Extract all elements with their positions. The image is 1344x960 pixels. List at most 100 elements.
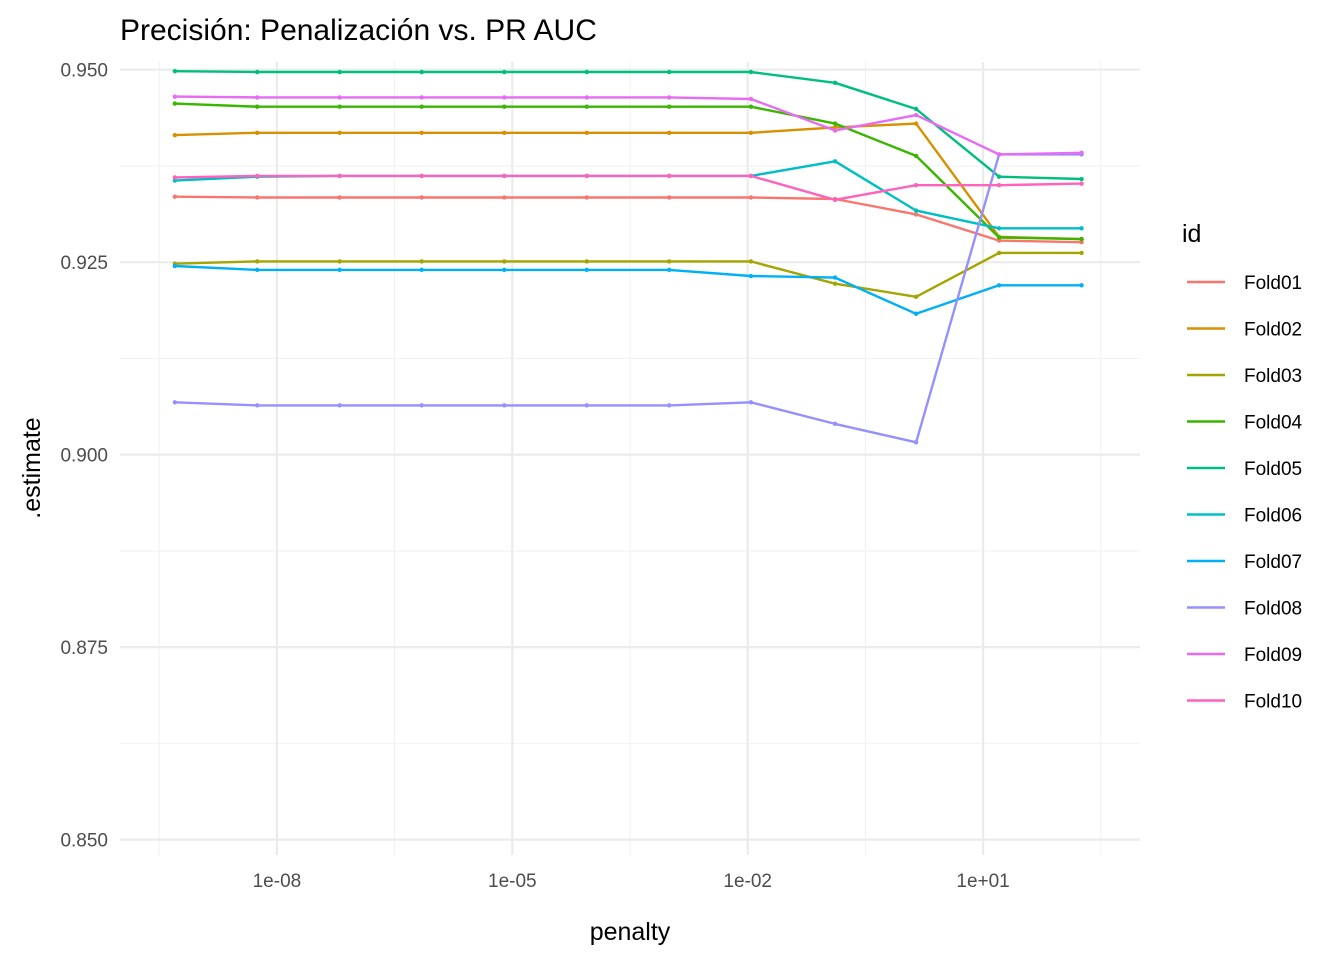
data-point: [254, 104, 260, 109]
data-point: [1079, 236, 1084, 242]
data-point: [502, 130, 507, 136]
y-tick-label: 0.950: [60, 61, 108, 82]
data-point: [832, 159, 838, 164]
data-point: [254, 267, 260, 273]
data-point: [254, 403, 260, 408]
data-point: [913, 212, 919, 217]
data-point: [584, 173, 589, 179]
data-point: [584, 403, 589, 408]
data-point: [172, 400, 178, 405]
data-point: [996, 250, 1002, 256]
data-point: [502, 259, 507, 264]
legend-label: Fold09: [1244, 645, 1302, 666]
data-point: [502, 69, 507, 75]
series-line-fold09: [174, 95, 1082, 156]
data-point: [337, 173, 342, 179]
y-axis-title: .estimate: [18, 417, 46, 518]
data-point: [419, 104, 424, 109]
data-point: [502, 95, 507, 100]
data-point: [996, 226, 1002, 231]
data-point: [337, 69, 342, 75]
series-line-fold05: [174, 70, 1082, 181]
data-point: [832, 80, 838, 85]
legend-label: Fold03: [1244, 366, 1302, 387]
data-point: [419, 130, 424, 136]
data-point: [748, 259, 754, 264]
data-point: [748, 130, 754, 136]
data-point: [502, 195, 507, 200]
y-tick-label: 0.875: [60, 638, 108, 659]
data-point: [254, 259, 260, 264]
data-point: [172, 178, 178, 183]
data-point: [748, 195, 754, 200]
legend-label: Fold10: [1244, 692, 1302, 713]
data-point: [667, 267, 672, 273]
chart-title: Precisión: Penalización vs. PR AUC: [120, 14, 597, 47]
data-point: [913, 440, 919, 445]
data-point: [667, 403, 672, 408]
series-layer: [172, 69, 1084, 445]
data-point: [1079, 181, 1084, 186]
data-point: [748, 400, 754, 405]
data-point: [667, 195, 672, 200]
data-point: [748, 173, 754, 179]
data-point: [419, 267, 424, 273]
x-tick-label: 1e-05: [488, 871, 537, 892]
data-point: [996, 152, 1002, 157]
data-point: [254, 195, 260, 200]
data-point: [337, 403, 342, 408]
data-point: [172, 194, 178, 199]
data-point: [913, 182, 919, 188]
data-point: [584, 95, 589, 100]
data-point: [832, 121, 838, 126]
data-point: [419, 403, 424, 408]
legend-label: Fold01: [1244, 273, 1302, 294]
data-point: [254, 95, 260, 100]
data-point: [832, 125, 838, 130]
legend-label: Fold07: [1244, 552, 1302, 573]
data-point: [172, 69, 178, 74]
y-tick-label: 0.925: [60, 253, 108, 274]
data-point: [419, 173, 424, 179]
data-point: [337, 267, 342, 273]
data-point: [584, 267, 589, 273]
x-tick-label: 1e+01: [956, 871, 1009, 892]
data-point: [419, 195, 424, 200]
data-point: [913, 153, 919, 159]
data-point: [584, 69, 589, 75]
legend-label: Fold06: [1244, 506, 1302, 527]
legend-label: Fold04: [1244, 413, 1303, 434]
data-point: [913, 311, 919, 316]
data-point: [667, 69, 672, 75]
data-point: [419, 95, 424, 100]
data-point: [996, 238, 1002, 243]
data-point: [667, 95, 672, 100]
data-point: [748, 104, 754, 109]
data-point: [913, 112, 919, 118]
data-point: [419, 259, 424, 264]
data-point: [1079, 239, 1084, 245]
series-line-fold02: [174, 122, 1082, 241]
data-point: [1079, 283, 1084, 288]
data-point: [172, 263, 178, 269]
data-point: [502, 173, 507, 179]
data-point: [1079, 176, 1084, 182]
grid: [120, 62, 1140, 855]
data-point: [337, 95, 342, 100]
data-point: [584, 195, 589, 200]
legend-label: Fold05: [1244, 459, 1302, 480]
data-point: [502, 267, 507, 273]
legend-title: id: [1182, 220, 1201, 248]
data-point: [337, 104, 342, 109]
series-line-fold10: [174, 174, 1082, 202]
data-point: [172, 94, 178, 99]
data-point: [748, 273, 754, 279]
x-tick-label: 1e-08: [253, 871, 302, 892]
data-point: [584, 259, 589, 264]
y-tick-label: 0.850: [60, 831, 108, 852]
x-tick-label: 1e-02: [723, 871, 772, 892]
data-point: [832, 197, 838, 203]
data-point: [254, 130, 260, 136]
data-point: [832, 421, 838, 427]
